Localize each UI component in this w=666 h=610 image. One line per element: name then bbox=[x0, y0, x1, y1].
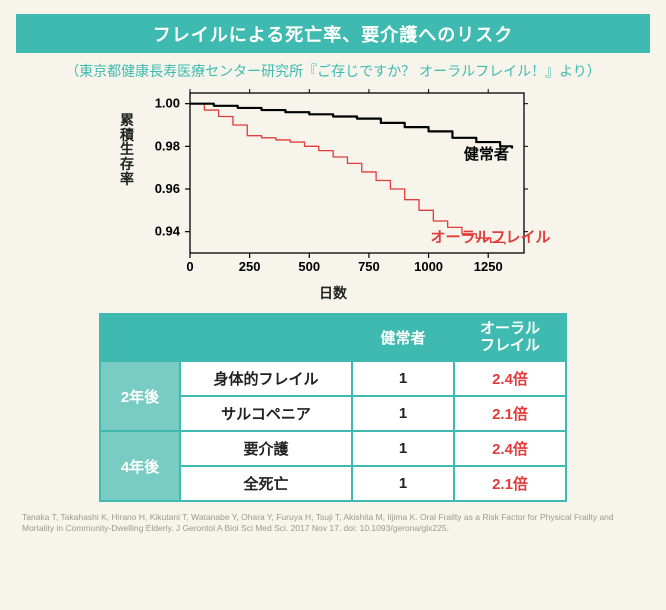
svg-text:750: 750 bbox=[358, 259, 380, 274]
table-header-cell bbox=[180, 314, 352, 361]
row-group-label: 2年後 bbox=[100, 361, 180, 431]
value-healthy: 1 bbox=[352, 361, 454, 396]
value-oral-frail: 2.4倍 bbox=[454, 431, 566, 466]
svg-text:250: 250 bbox=[239, 259, 261, 274]
value-oral-frail: 2.1倍 bbox=[454, 466, 566, 501]
table-row: 2年後身体的フレイル12.4倍 bbox=[100, 361, 566, 396]
svg-text:0: 0 bbox=[186, 259, 193, 274]
series-label-oral-frail: オーラルフレイル bbox=[430, 226, 550, 247]
svg-text:500: 500 bbox=[298, 259, 320, 274]
table-header-cell: オーラルフレイル bbox=[454, 314, 566, 361]
value-healthy: 1 bbox=[352, 431, 454, 466]
citation-text: Tanaka T, Takahashi K, Hirano H, Kikutan… bbox=[16, 512, 650, 533]
chart-ylabel: 累積生存率 bbox=[118, 113, 136, 186]
survival-chart: 累積生存率 0.94 0.96 0.98 1.00 0 250 500 750 1000 1250… bbox=[118, 85, 548, 303]
value-oral-frail: 2.1倍 bbox=[454, 396, 566, 431]
risk-table: 健常者オーラルフレイル2年後身体的フレイル12.4倍サルコペニア12.1倍4年後… bbox=[99, 313, 567, 502]
page-subtitle: （東京都健康長寿医療センター研究所『ご存じですか？ オーラルフレイル！』より） bbox=[16, 61, 650, 81]
value-healthy: 1 bbox=[352, 466, 454, 501]
chart-xlabel: 日数 bbox=[118, 283, 548, 303]
svg-text:1.00: 1.00 bbox=[155, 96, 180, 111]
table-header-cell: 健常者 bbox=[352, 314, 454, 361]
svg-text:1250: 1250 bbox=[474, 259, 503, 274]
series-label-healthy: 健常者 bbox=[464, 143, 509, 164]
metric-cell: サルコペニア bbox=[180, 396, 352, 431]
metric-cell: 全死亡 bbox=[180, 466, 352, 501]
row-group-label: 4年後 bbox=[100, 431, 180, 501]
chart-svg: 0.94 0.96 0.98 1.00 0 250 500 750 1000 1250 bbox=[118, 85, 548, 285]
svg-text:1000: 1000 bbox=[414, 259, 443, 274]
value-oral-frail: 2.4倍 bbox=[454, 361, 566, 396]
table-header-cell bbox=[100, 314, 180, 361]
metric-cell: 身体的フレイル bbox=[180, 361, 352, 396]
svg-text:0.94: 0.94 bbox=[155, 224, 181, 239]
svg-text:0.98: 0.98 bbox=[155, 138, 180, 153]
value-healthy: 1 bbox=[352, 396, 454, 431]
metric-cell: 要介護 bbox=[180, 431, 352, 466]
svg-text:0.96: 0.96 bbox=[155, 181, 180, 196]
table-row: 4年後要介護12.4倍 bbox=[100, 431, 566, 466]
page-title: フレイルによる死亡率、要介護へのリスク bbox=[16, 14, 650, 53]
